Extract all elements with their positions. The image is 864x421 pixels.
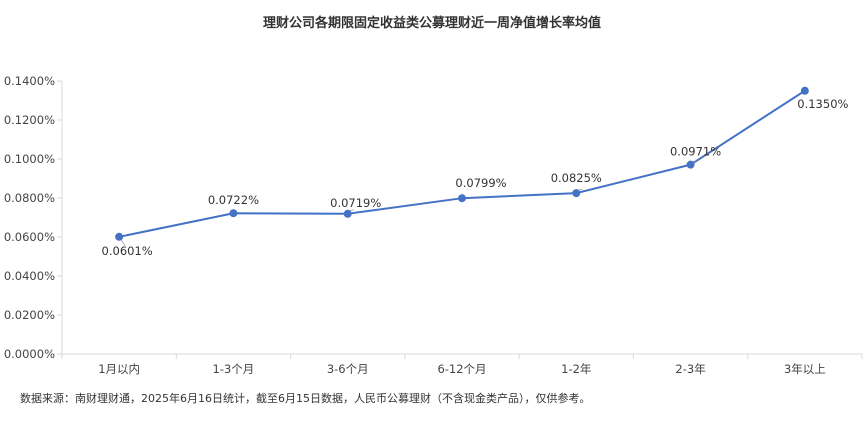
series-line-group <box>115 86 809 241</box>
y-tick-label: 0.1400% <box>4 74 55 88</box>
y-tick-label: 0.1000% <box>4 152 55 166</box>
data-point <box>572 189 581 198</box>
data-point <box>800 86 809 95</box>
y-tick-label: 0.1200% <box>4 113 55 127</box>
y-axis: 0.0000% 0.0200% 0.0400% 0.0600% 0.0800% 0.100… <box>4 74 63 361</box>
x-axis: 1月以内 1-3个月 3-6个月 6-12个月 1-2年 2-3年 3年以上 <box>61 353 863 376</box>
y-tick-label: 0.0600% <box>4 230 55 244</box>
y-tick-label: 0.0400% <box>4 269 55 283</box>
x-tick-label: 1-2年 <box>561 362 591 376</box>
data-point <box>458 194 466 203</box>
data-point <box>343 209 352 218</box>
line-chart: 理财公司各期限固定收益类公募理财近一周净值增长率均值 0.0000% 0.0200… <box>4 15 863 376</box>
data-label: 0.0719% <box>330 196 381 210</box>
x-tick-label: 6-12个月 <box>437 362 486 376</box>
data-point <box>229 209 238 218</box>
data-label: 0.0722% <box>208 193 259 207</box>
y-tick-label: 0.0000% <box>4 347 55 361</box>
label-leader-line <box>120 239 126 247</box>
label-leader-line <box>578 188 583 191</box>
data-point <box>686 160 695 169</box>
data-label: 0.0971% <box>670 145 721 159</box>
data-label: 0.0799% <box>455 176 506 190</box>
data-label: 0.1350% <box>797 97 848 111</box>
y-tick-label: 0.0800% <box>4 191 55 205</box>
x-tick-label: 3年以上 <box>784 362 826 376</box>
data-label: 0.0825% <box>551 171 602 185</box>
source-footnote: 数据来源：南财理财通，2025年6月16日统计，截至6月15日数据，人民币公募理… <box>20 392 591 405</box>
x-tick-label: 2-3年 <box>675 362 705 376</box>
data-label: 0.0601% <box>102 244 153 258</box>
series-line <box>118 89 806 238</box>
data-labels-group: 0.0601% 0.0722% 0.0719% 0.0799% 0.0825% 0.097… <box>102 97 849 258</box>
x-tick-label: 1-3个月 <box>213 362 255 376</box>
x-tick-label: 3-6个月 <box>327 362 369 376</box>
x-tick-label: 1月以内 <box>98 362 140 376</box>
y-tick-label: 0.0200% <box>4 308 55 322</box>
label-leader-line <box>349 209 354 212</box>
label-leader-line <box>692 160 697 163</box>
data-point <box>115 232 124 241</box>
chart-title: 理财公司各期限固定收益类公募理财近一周净值增长率均值 <box>263 15 601 31</box>
